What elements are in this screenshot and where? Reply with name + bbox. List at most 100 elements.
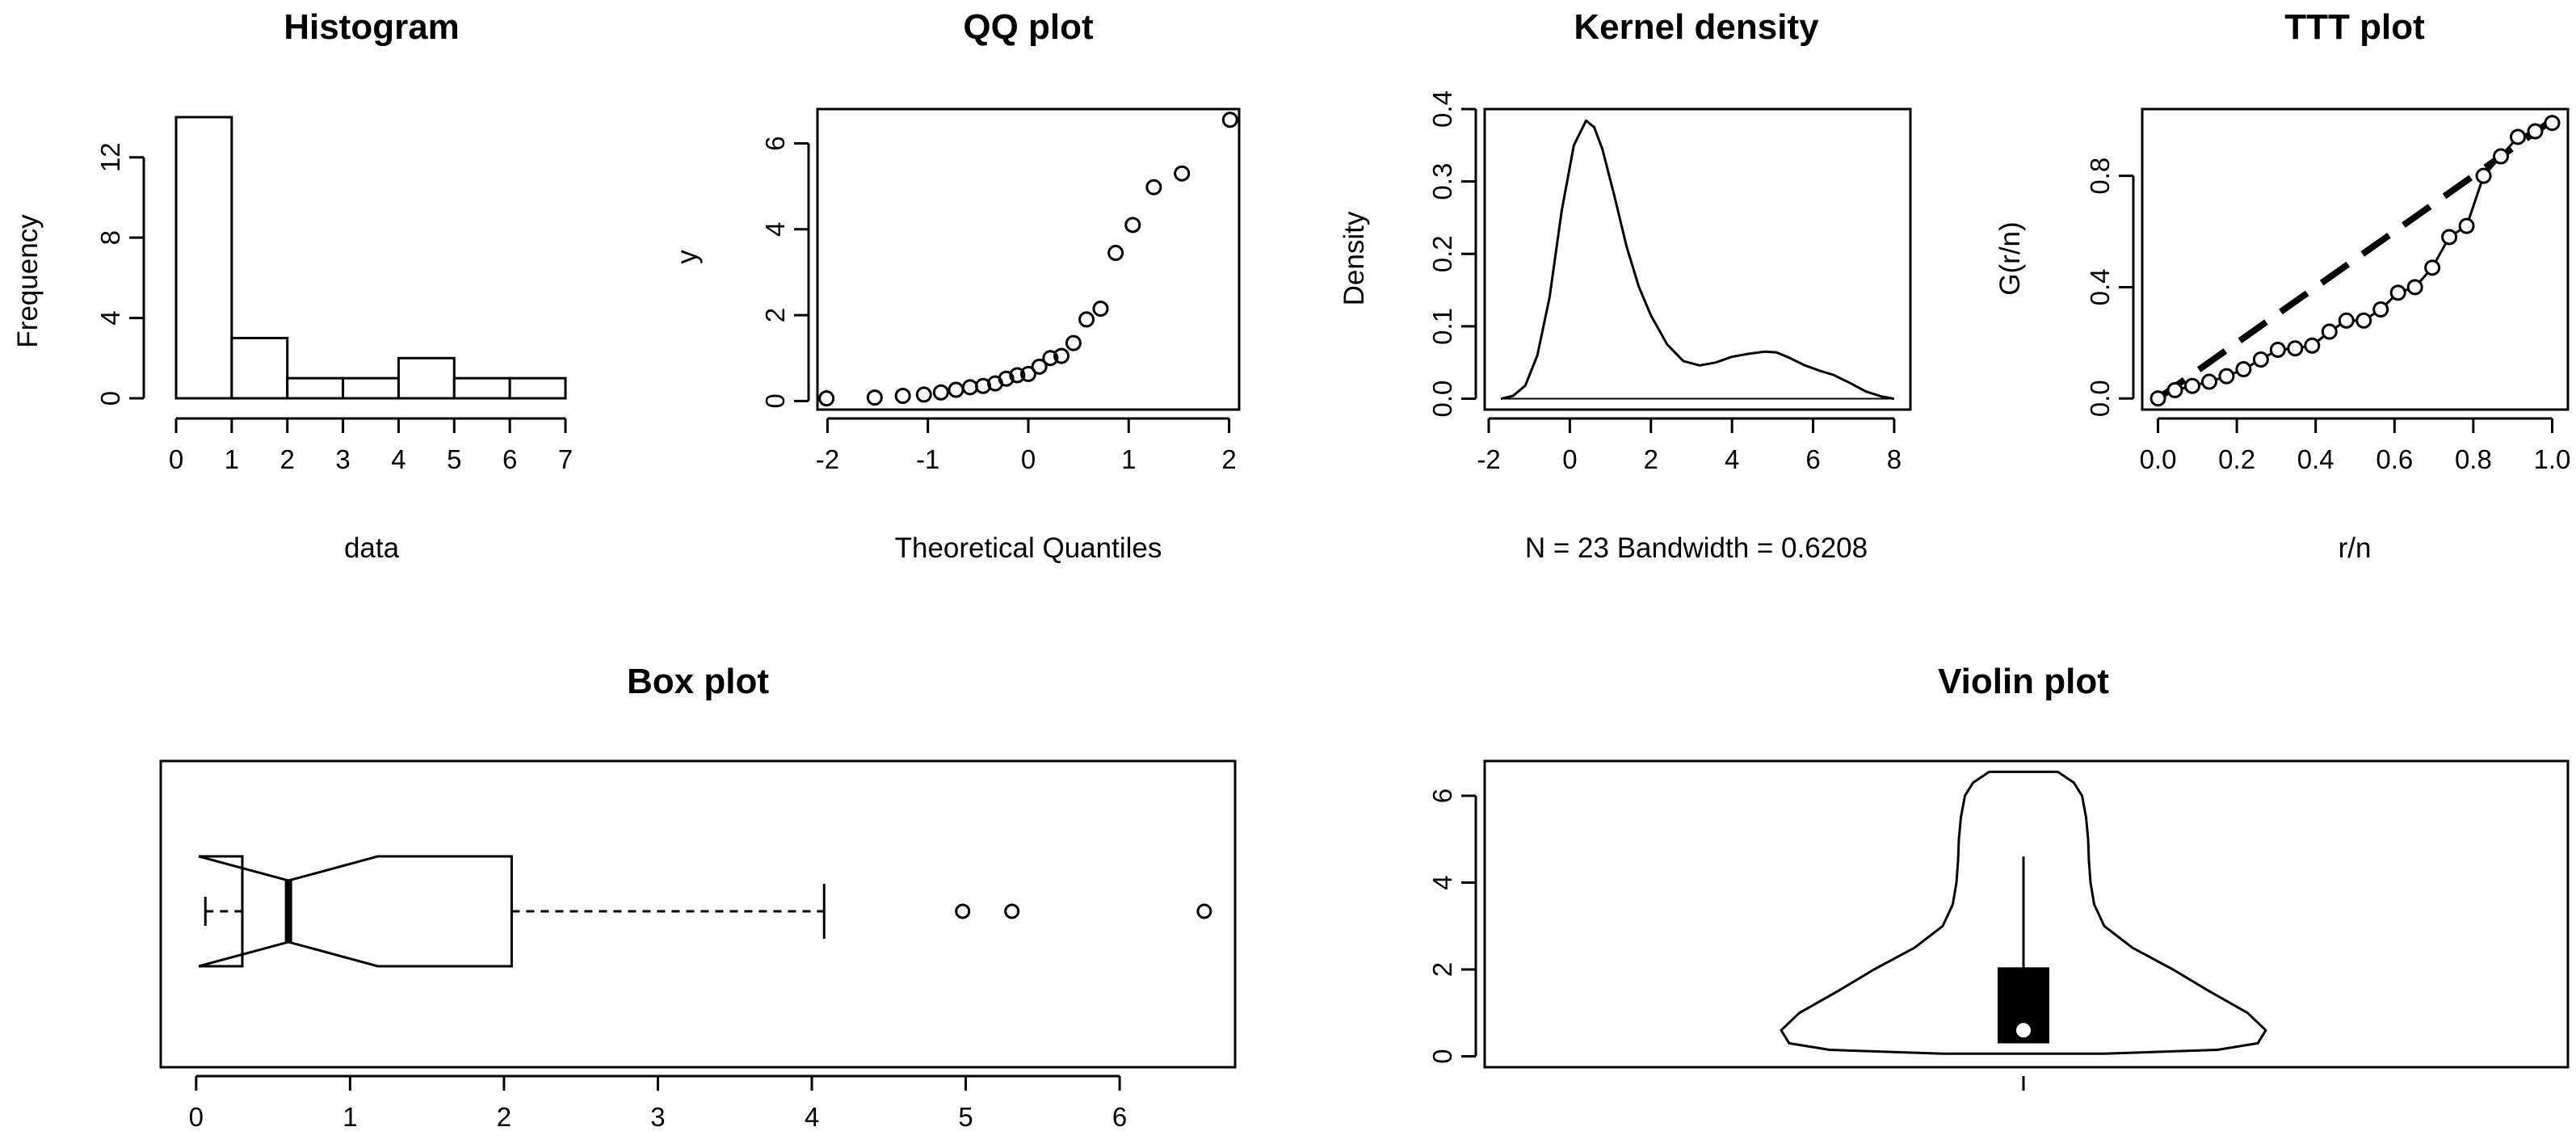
ttt-xlabel: r/n xyxy=(2339,532,2372,564)
violin-y-tick-label: 0 xyxy=(1427,1049,1457,1063)
histogram-xlabel: data xyxy=(344,532,400,564)
histogram-y-tick-label: 0 xyxy=(95,391,125,406)
qq-x-tick-label: 0 xyxy=(1021,444,1036,474)
qq-title: QQ plot xyxy=(963,7,1094,47)
qq-point xyxy=(915,386,932,403)
boxplot-title: Box plot xyxy=(627,662,769,701)
ttt-frame xyxy=(2141,107,2570,411)
qq-point xyxy=(1092,301,1109,317)
histogram-x-tick-label: 6 xyxy=(502,444,517,474)
histogram-x-tick-label: 3 xyxy=(335,444,350,474)
kde-ylabel: Density xyxy=(1338,211,1370,305)
ttt-x-tick-label: 0.6 xyxy=(2376,444,2413,474)
ttt-point xyxy=(2183,377,2200,394)
ttt-point xyxy=(2475,167,2492,184)
violin-y-tick-label: 2 xyxy=(1427,962,1457,977)
boxplot-frame xyxy=(159,759,1237,1069)
histogram-x-tick-label: 0 xyxy=(169,444,183,474)
violin-y-tick-label: 4 xyxy=(1427,875,1457,889)
kde-panel: Kernel density N = 23 Bandwidth = 0.6208… xyxy=(1338,7,1912,564)
ttt-point xyxy=(2544,115,2561,132)
ttt-title: TTT plot xyxy=(2284,7,2425,47)
ttt-point xyxy=(2304,337,2321,354)
ttt-point xyxy=(2510,128,2527,145)
ttt-point xyxy=(2252,351,2269,368)
qq-point xyxy=(998,370,1015,387)
qq-y-tick-label: 0 xyxy=(760,393,790,408)
histogram-bar xyxy=(397,356,456,400)
ttt-y-tick-label: 0.8 xyxy=(2085,158,2115,195)
ttt-x-tick-label: 0.4 xyxy=(2297,444,2334,474)
violin-title: Violin plot xyxy=(1938,662,2109,701)
histogram-ylabel: Frequency xyxy=(12,214,44,348)
kde-xlabel: N = 23 Bandwidth = 0.6208 xyxy=(1525,532,1868,564)
boxplot-x-tick-label: 3 xyxy=(650,1102,665,1132)
ttt-point xyxy=(2287,340,2304,357)
histogram-x-tick-label: 7 xyxy=(558,444,573,474)
qq-point xyxy=(932,384,949,401)
ttt-point xyxy=(2458,217,2475,234)
ttt-point xyxy=(2389,284,2406,301)
histogram-bar xyxy=(230,336,289,400)
qq-x-tick-label: -1 xyxy=(916,444,939,474)
kde-x-tick-label: 2 xyxy=(1644,444,1658,474)
qq-point xyxy=(1107,245,1124,262)
qq-point xyxy=(1078,311,1095,328)
kde-x-tick-label: 8 xyxy=(1887,444,1902,474)
histogram-bar xyxy=(342,376,400,400)
histogram-y-tick-label: 8 xyxy=(95,230,125,245)
ttt-panel: TTT plot r/n G(r/n) 0.0 0.2 0.4 0.6 0.8 1.0 0.… xyxy=(1994,7,2570,564)
qq-x-tick-label: -2 xyxy=(816,444,839,474)
qq-point xyxy=(866,389,883,406)
histogram-bar xyxy=(286,376,345,400)
kde-y-tick-label: 0.3 xyxy=(1427,163,1457,200)
qq-point xyxy=(894,387,911,404)
ttt-point xyxy=(2527,123,2544,140)
ttt-point xyxy=(2424,259,2441,276)
violin-frame xyxy=(1483,759,2570,1069)
ttt-point xyxy=(2493,148,2510,165)
ttt-reference-line xyxy=(2156,117,2554,402)
ttt-ylabel: G(r/n) xyxy=(1994,221,2026,295)
ttt-x-tick-label: 1.0 xyxy=(2534,444,2571,474)
qq-xlabel: Theoretical Quantiles xyxy=(895,532,1162,564)
histogram-y-tick-label: 12 xyxy=(95,142,125,172)
histogram-bar xyxy=(174,116,233,400)
histogram-x-tick-label: 1 xyxy=(225,444,239,474)
kde-x-tick-label: 6 xyxy=(1805,444,1820,474)
qq-point xyxy=(1009,367,1026,384)
qq-point xyxy=(1174,165,1191,182)
histogram-bar xyxy=(508,376,567,400)
ttt-point xyxy=(2406,279,2423,296)
qq-point xyxy=(1124,217,1141,233)
violin-y-tick-label: 6 xyxy=(1427,788,1457,803)
kde-y-tick-label: 0.0 xyxy=(1427,381,1457,418)
kde-y-tick-label: 0.1 xyxy=(1427,308,1457,345)
histogram-title: Histogram xyxy=(284,7,460,47)
histogram-y-tick-label: 4 xyxy=(95,310,125,325)
kde-title: Kernel density xyxy=(1574,7,1819,47)
histogram-x-tick-label: 5 xyxy=(447,444,461,474)
violin-median-point xyxy=(2016,1023,2031,1038)
boxplot-x-tick-label: 1 xyxy=(342,1102,357,1132)
ttt-x-tick-label: 0.2 xyxy=(2218,444,2255,474)
ttt-point xyxy=(2441,229,2458,246)
boxplot-panel: Box plot 0 1 2 3 4 5 6 xyxy=(159,662,1237,1132)
boxplot-box xyxy=(198,855,513,968)
ttt-point xyxy=(2218,368,2235,385)
histogram-x-tick-label: 4 xyxy=(391,444,406,474)
qq-frame xyxy=(816,107,1241,411)
qq-y-tick-label: 2 xyxy=(760,308,790,322)
ttt-point xyxy=(2200,373,2217,390)
ttt-x-tick-label: 0.8 xyxy=(2455,444,2492,474)
kde-x-tick-label: 0 xyxy=(1562,444,1577,474)
boxplot-outlier xyxy=(955,903,971,919)
ttt-y-tick-label: 0.0 xyxy=(2085,380,2115,417)
qq-point xyxy=(961,379,978,396)
qq-panel: QQ plot Theoretical Quantiles y -2 -1 0 1 2 0… xyxy=(671,7,1241,564)
kde-x-tick-label: -2 xyxy=(1477,444,1500,474)
qq-x-tick-label: 2 xyxy=(1221,444,1236,474)
ttt-point xyxy=(2372,301,2389,317)
qq-point xyxy=(1221,111,1238,128)
